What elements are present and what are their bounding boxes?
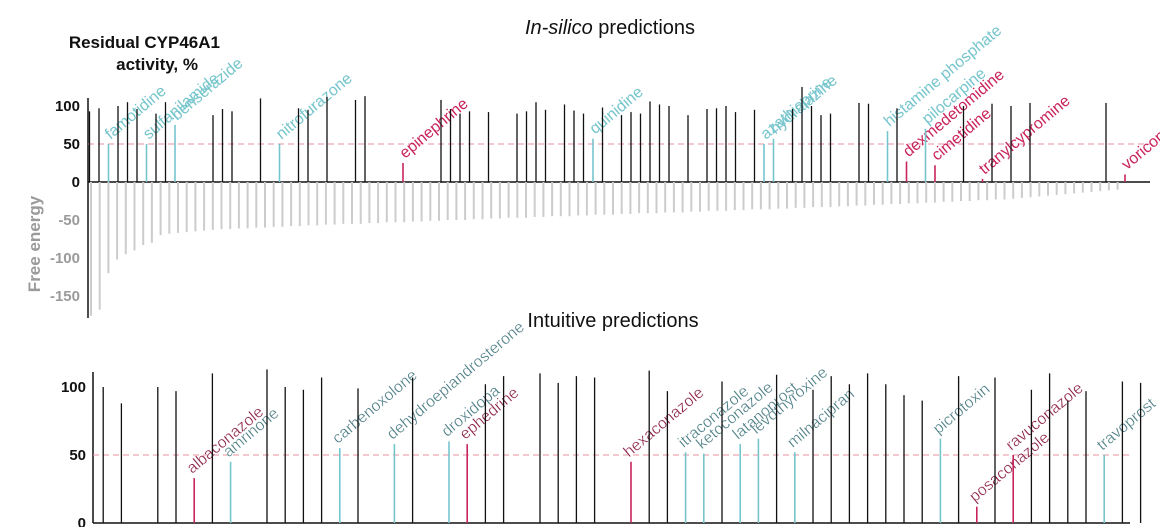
y-axis-label-line2: activity, % [116, 55, 198, 74]
y-tick-label: 0 [72, 174, 80, 191]
compound-label: quinidine [587, 83, 647, 137]
y-tick-label: -100 [50, 250, 80, 267]
compound-label: travoprost [1094, 395, 1160, 454]
compound-label: hydralazine [767, 72, 841, 138]
y-axis-label-line1: Residual CYP46A1 [69, 33, 220, 52]
free-energy-axis-label: Free energy [25, 195, 44, 292]
y-tick-label: 100 [61, 379, 86, 396]
compound-label: nitrofurazone [273, 70, 356, 143]
y-tick-label: 50 [63, 136, 80, 153]
top-panel-title: In-silico predictions [525, 17, 695, 39]
bottom-panel-title: Intuitive predictions [527, 310, 698, 332]
y-tick-label: -50 [58, 212, 80, 229]
compound-label: picrotoxin [930, 381, 993, 438]
compound-label: tranylcypromine [976, 92, 1074, 178]
y-tick-label: -150 [50, 288, 80, 305]
y-tick-label: 0 [78, 515, 86, 527]
y-tick-label: 100 [55, 98, 80, 115]
y-tick-label: 50 [69, 447, 86, 464]
top-panel: 100500-50-100-150famotidinesulfanilamide… [50, 22, 1160, 318]
compound-label: voriconazole [1119, 103, 1160, 174]
compound-label: carbenoxolone [329, 367, 420, 448]
